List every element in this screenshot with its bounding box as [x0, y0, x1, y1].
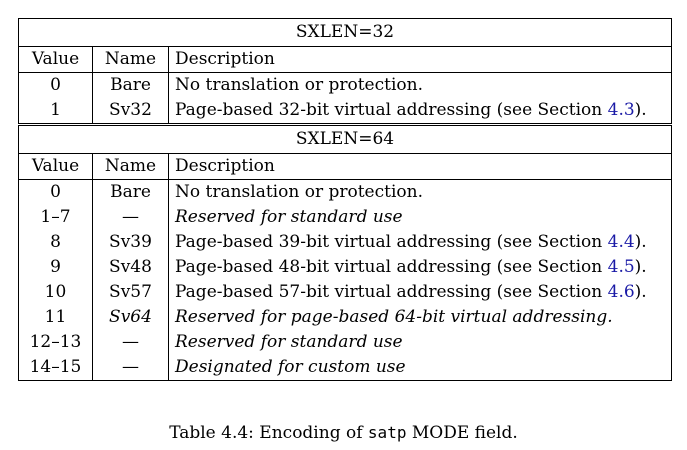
section-link[interactable]: 4.3: [607, 100, 635, 120]
cell-description: No translation or protection.: [175, 75, 423, 95]
section-link[interactable]: 4.4: [607, 232, 635, 252]
cell-value: 8: [18, 230, 93, 255]
cell-value: 10: [18, 280, 93, 305]
table-row: 14–15 — Designated for custom use: [18, 355, 672, 381]
header-name: Name: [92, 153, 169, 180]
header-name: Name: [92, 46, 169, 73]
description-text: Page-based 39-bit virtual addressing (se…: [175, 232, 608, 252]
sxlen64-title: SXLEN=64: [18, 125, 672, 154]
cell-value: 11: [18, 305, 93, 330]
table-caption: Table 4.4: Encoding of satp MODE field.: [0, 423, 687, 443]
caption-suffix: MODE field.: [406, 423, 518, 443]
table-row: 10 Sv57 Page-based 57-bit virtual addres…: [18, 280, 672, 305]
cell-value: 9: [18, 255, 93, 280]
table-row: 1–7 — Reserved for standard use: [18, 205, 672, 230]
description-suffix: ).: [634, 257, 647, 277]
cell-description: Page-based 57-bit virtual addressing (se…: [169, 280, 672, 305]
table-row: 8 Sv39 Page-based 39-bit virtual address…: [18, 230, 672, 255]
cell-name: Sv48: [92, 255, 169, 280]
sxlen32-title: SXLEN=32: [18, 18, 672, 47]
cell-name: Bare: [92, 179, 169, 205]
section-link[interactable]: 4.6: [607, 282, 635, 302]
description-suffix: ).: [634, 282, 647, 302]
cell-value: 14–15: [18, 355, 93, 381]
cell-description: Page-based 39-bit virtual addressing (se…: [169, 230, 672, 255]
header-description: Description: [168, 46, 672, 73]
cell-value: 0: [18, 72, 93, 98]
caption-prefix: Table 4.4: Encoding of: [169, 423, 368, 443]
cell-description: Designated for custom use: [175, 357, 406, 377]
cell-description: Reserved for page-based 64-bit virtual a…: [175, 307, 613, 327]
caption-code: satp: [367, 423, 407, 442]
cell-name: —: [92, 330, 169, 355]
section-link[interactable]: 4.5: [607, 257, 635, 277]
table-row: 0 Bare No translation or protection.: [18, 72, 672, 98]
cell-name: —: [92, 355, 169, 381]
cell-description: Reserved for standard use: [175, 332, 403, 352]
description-suffix: ).: [634, 232, 647, 252]
sxlen64-table: SXLEN=64 Value Name Description 0 Bare N…: [18, 125, 672, 381]
table-row: 12–13 — Reserved for standard use: [18, 330, 672, 355]
cell-description: Page-based 48-bit virtual addressing (se…: [169, 255, 672, 280]
header-value: Value: [18, 153, 93, 180]
header-description: Description: [168, 153, 672, 180]
cell-name: Sv32: [92, 98, 169, 124]
header-row: Value Name Description: [18, 46, 672, 73]
cell-name: Sv57: [92, 280, 169, 305]
cell-description: Reserved for standard use: [175, 207, 403, 227]
cell-value: 0: [18, 179, 93, 205]
description-text: Page-based 57-bit virtual addressing (se…: [175, 282, 608, 302]
cell-name: Sv64: [92, 305, 169, 330]
cell-name: Sv39: [92, 230, 169, 255]
cell-value: 12–13: [18, 330, 93, 355]
description-text: Page-based 48-bit virtual addressing (se…: [175, 257, 608, 277]
cell-value: 1–7: [18, 205, 93, 230]
description-suffix: ).: [634, 100, 647, 120]
header-row: Value Name Description: [18, 153, 672, 180]
cell-description: Page-based 32-bit virtual addressing (se…: [169, 98, 672, 124]
cell-name: —: [92, 205, 169, 230]
cell-description: No translation or protection.: [175, 182, 423, 202]
header-value: Value: [18, 46, 93, 73]
table-row: 1 Sv32 Page-based 32-bit virtual address…: [18, 98, 672, 124]
description-text: Page-based 32-bit virtual addressing (se…: [175, 100, 608, 120]
sxlen32-table: SXLEN=32 Value Name Description 0 Bare N…: [18, 18, 672, 124]
cell-name: Bare: [92, 72, 169, 98]
table-row: 0 Bare No translation or protection.: [18, 179, 672, 205]
table-row: 11 Sv64 Reserved for page-based 64-bit v…: [18, 305, 672, 330]
cell-value: 1: [18, 98, 93, 124]
table-row: 9 Sv48 Page-based 48-bit virtual address…: [18, 255, 672, 280]
